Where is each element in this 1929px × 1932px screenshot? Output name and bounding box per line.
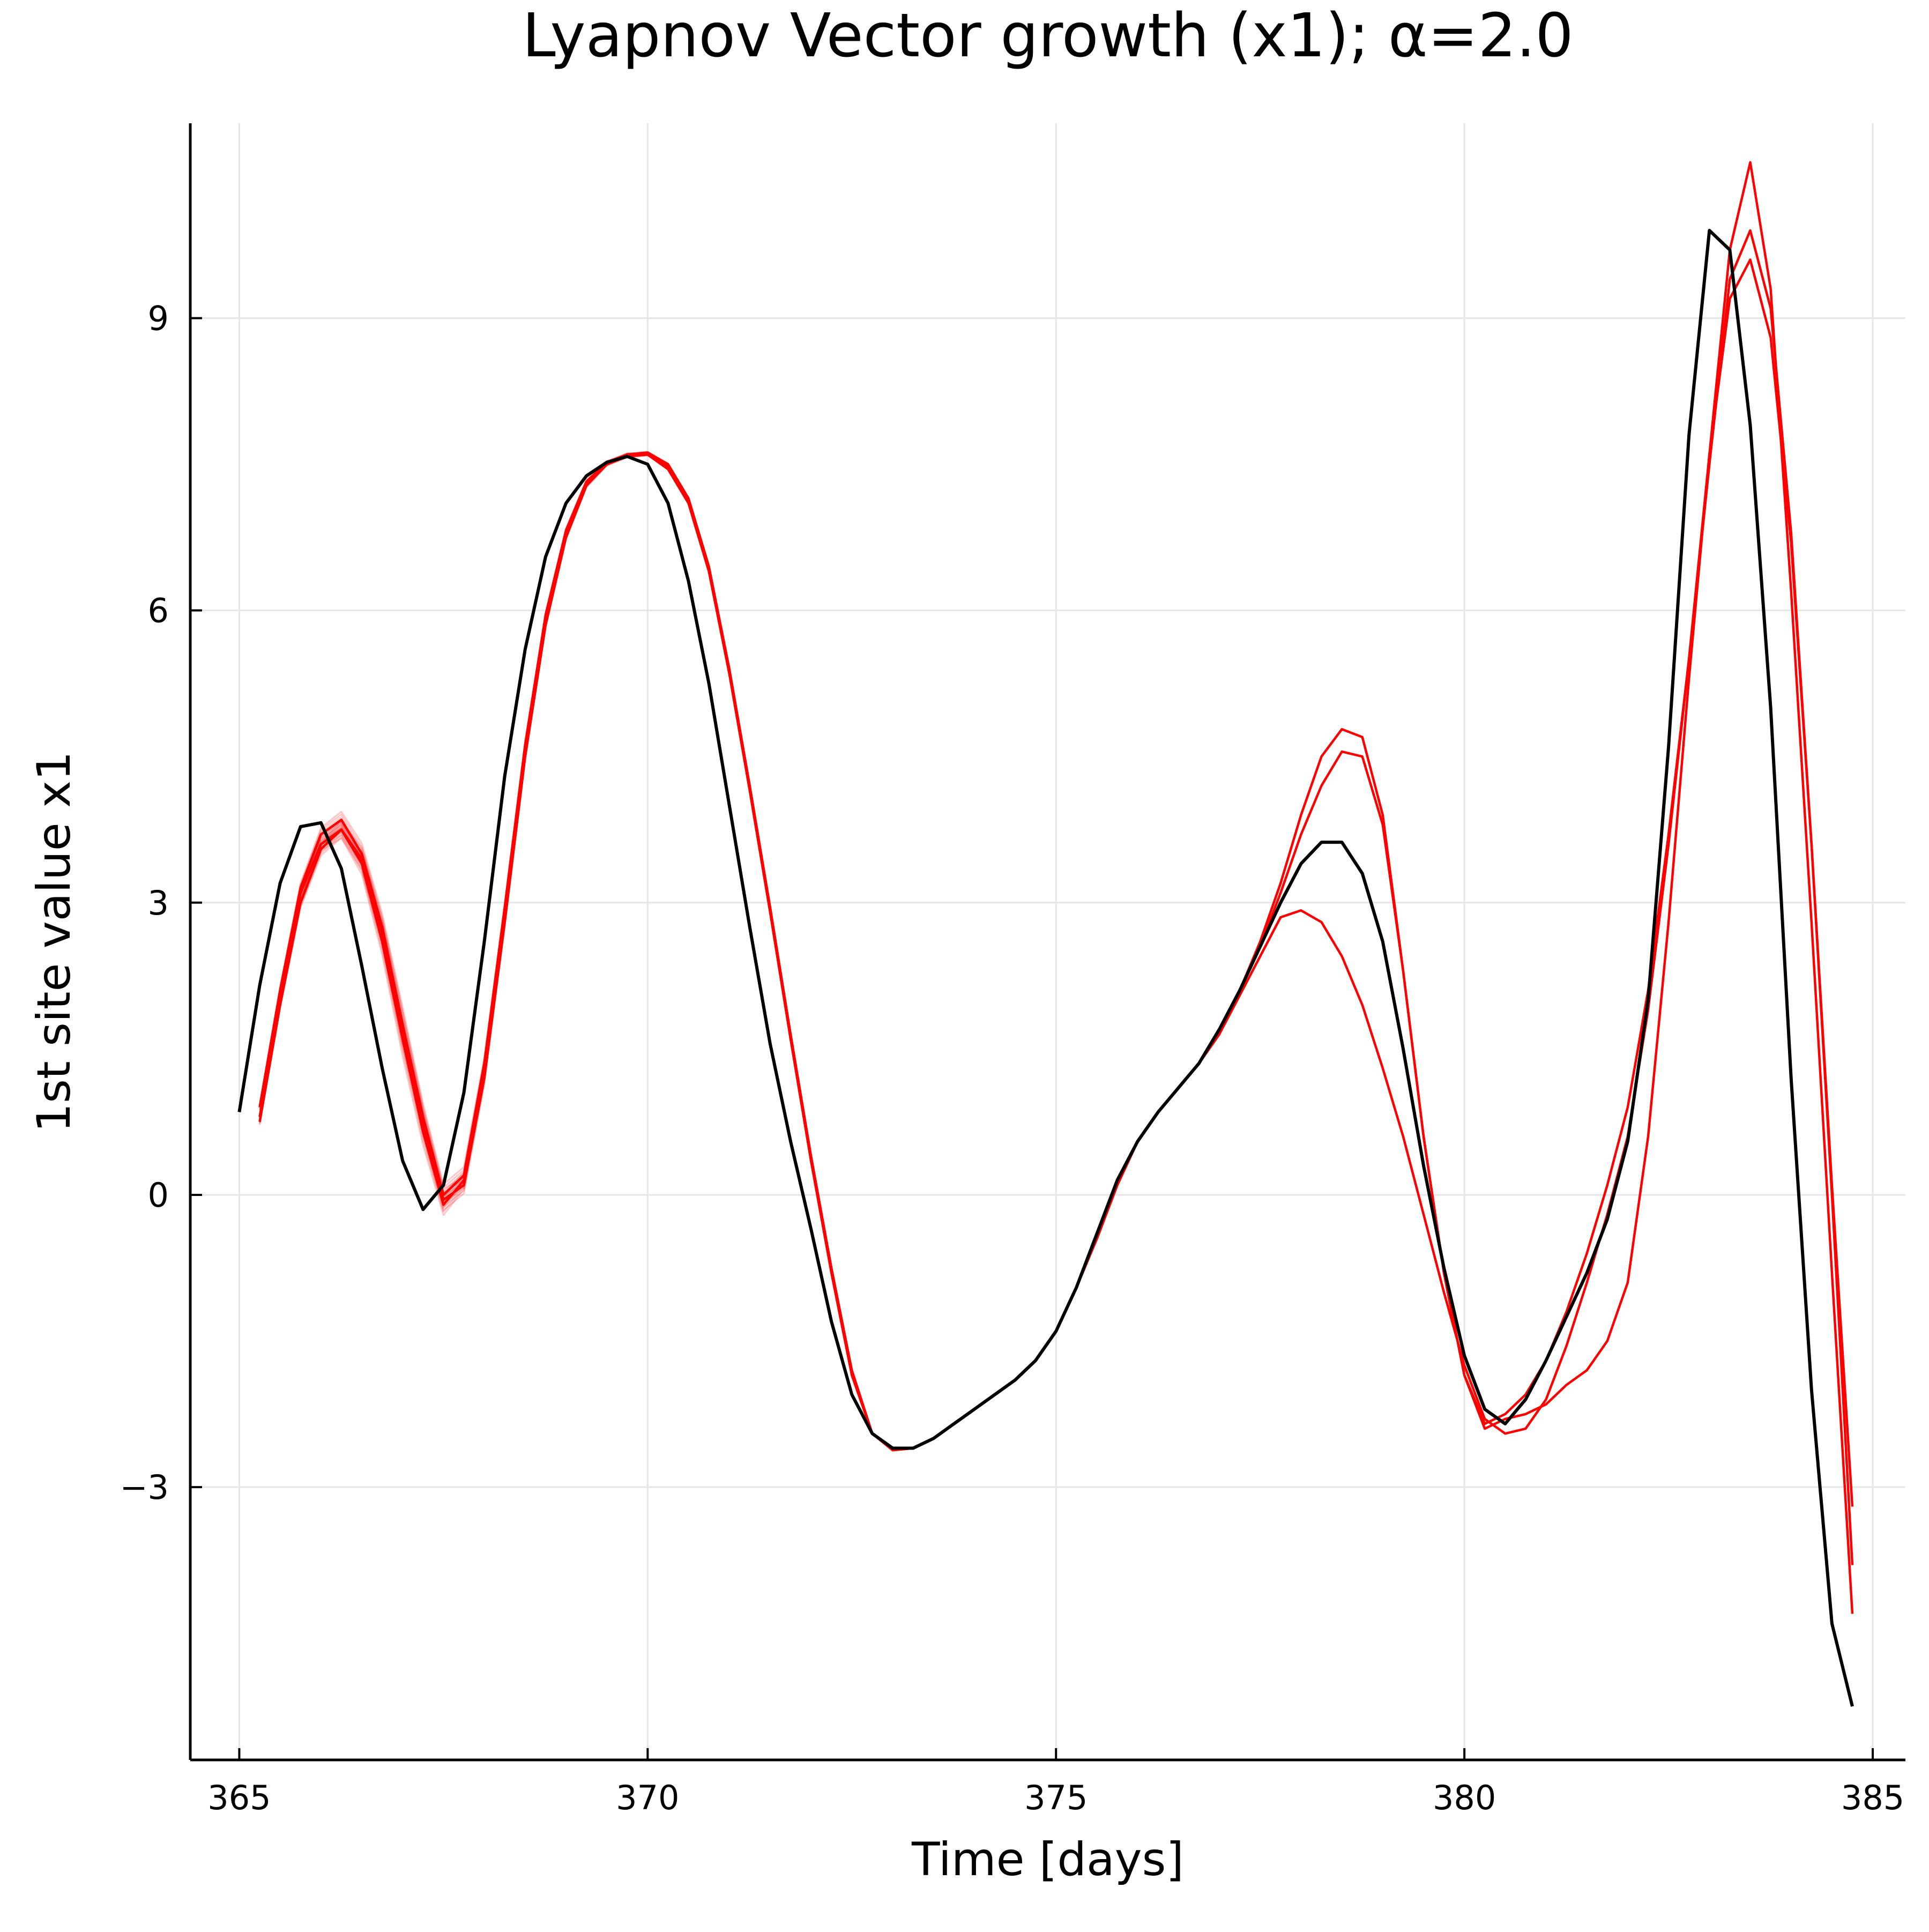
y-tick-label: 6 (148, 591, 169, 630)
ticks: 365 370 375 380 385 −3 0 3 6 9 (120, 299, 1905, 1817)
y-tick-label: −3 (120, 1468, 169, 1507)
reference-series-line (237, 228, 1854, 1707)
x-tick-label: 370 (616, 1778, 679, 1817)
x-axis-label: Time [days] (911, 1833, 1184, 1886)
grid (190, 123, 1905, 1760)
series-group (237, 161, 1854, 1707)
x-tick-label: 365 (207, 1778, 271, 1817)
x-tick-label: 380 (1433, 1778, 1496, 1817)
x-tick-label: 375 (1024, 1778, 1088, 1817)
y-tick-label: 9 (148, 299, 169, 338)
y-tick-label: 3 (148, 883, 169, 923)
y-tick-label: 0 (148, 1176, 169, 1215)
y-axis-label: 1st site value x1 (27, 751, 81, 1132)
x-tick-label: 385 (1841, 1778, 1904, 1817)
chart-title: Lyapnov Vector growth (x1); α=2.0 (522, 1, 1573, 71)
